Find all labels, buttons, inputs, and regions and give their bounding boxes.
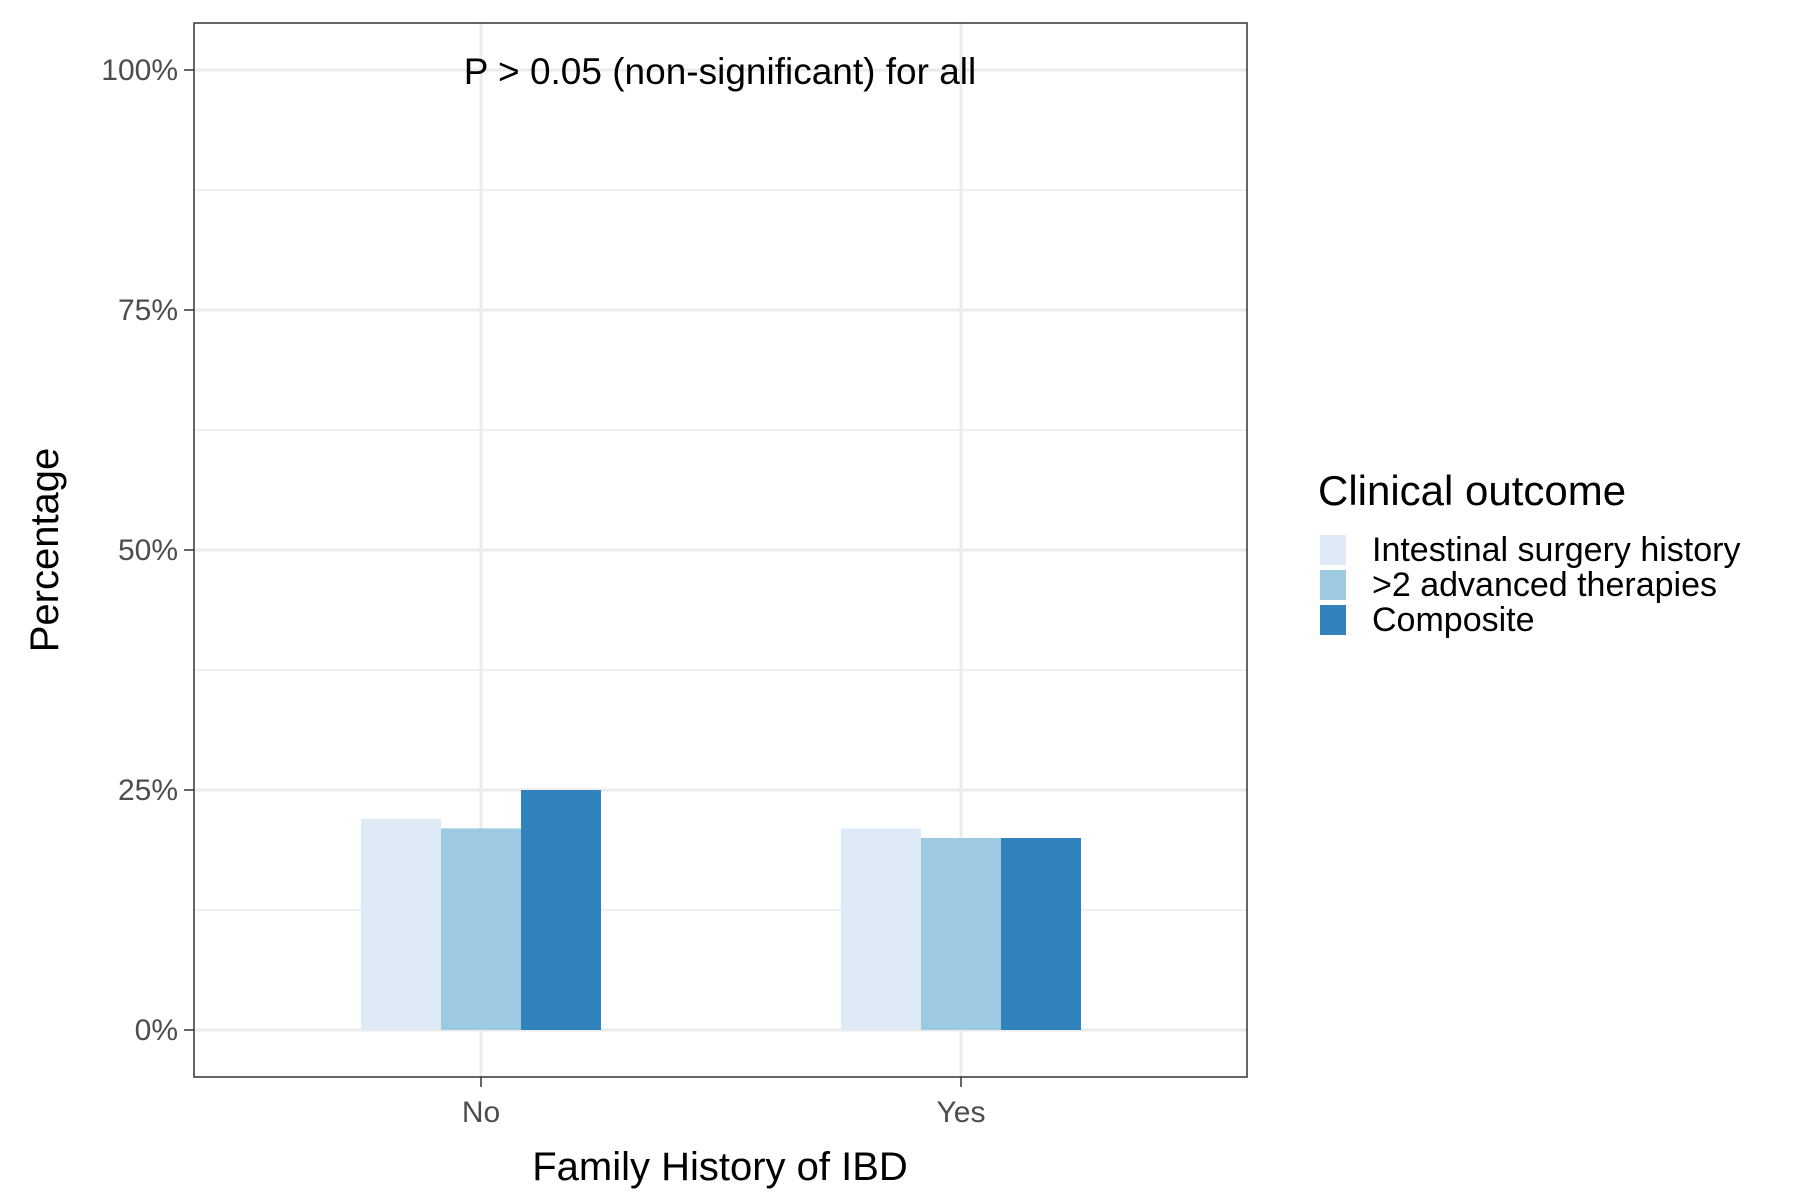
legend-label: Intestinal surgery history bbox=[1372, 531, 1741, 569]
bar bbox=[521, 790, 601, 1030]
y-tick-label: 50% bbox=[118, 534, 178, 567]
x-axis: No Yes bbox=[462, 1077, 986, 1129]
legend-key bbox=[1320, 535, 1346, 565]
legend-label: >2 advanced therapies bbox=[1372, 566, 1717, 604]
bar bbox=[921, 838, 1001, 1030]
bar bbox=[441, 828, 521, 1030]
annotation-text: P > 0.05 (non-significant) for all bbox=[464, 51, 976, 92]
legend-key bbox=[1320, 605, 1346, 635]
legend: Clinical outcome Intestinal surgery hist… bbox=[1318, 467, 1741, 639]
bars bbox=[361, 790, 1081, 1030]
bar bbox=[1001, 838, 1081, 1030]
legend-title: Clinical outcome bbox=[1318, 467, 1626, 514]
y-axis: 0% 25% 50% 75% 100% bbox=[101, 54, 194, 1047]
y-tick-label: 0% bbox=[135, 1014, 178, 1047]
x-tick-label: No bbox=[462, 1096, 500, 1129]
y-axis-title: Percentage bbox=[23, 448, 67, 653]
bar bbox=[841, 828, 921, 1030]
x-axis-title: Family History of IBD bbox=[532, 1145, 908, 1189]
legend-label: Composite bbox=[1372, 601, 1535, 639]
legend-items: Intestinal surgery history>2 advanced th… bbox=[1320, 531, 1741, 639]
legend-key bbox=[1320, 570, 1346, 600]
bar bbox=[361, 818, 441, 1030]
y-tick-label: 100% bbox=[101, 54, 178, 87]
x-tick-label: Yes bbox=[937, 1096, 986, 1129]
y-tick-label: 25% bbox=[118, 774, 178, 807]
y-tick-label: 75% bbox=[118, 294, 178, 327]
